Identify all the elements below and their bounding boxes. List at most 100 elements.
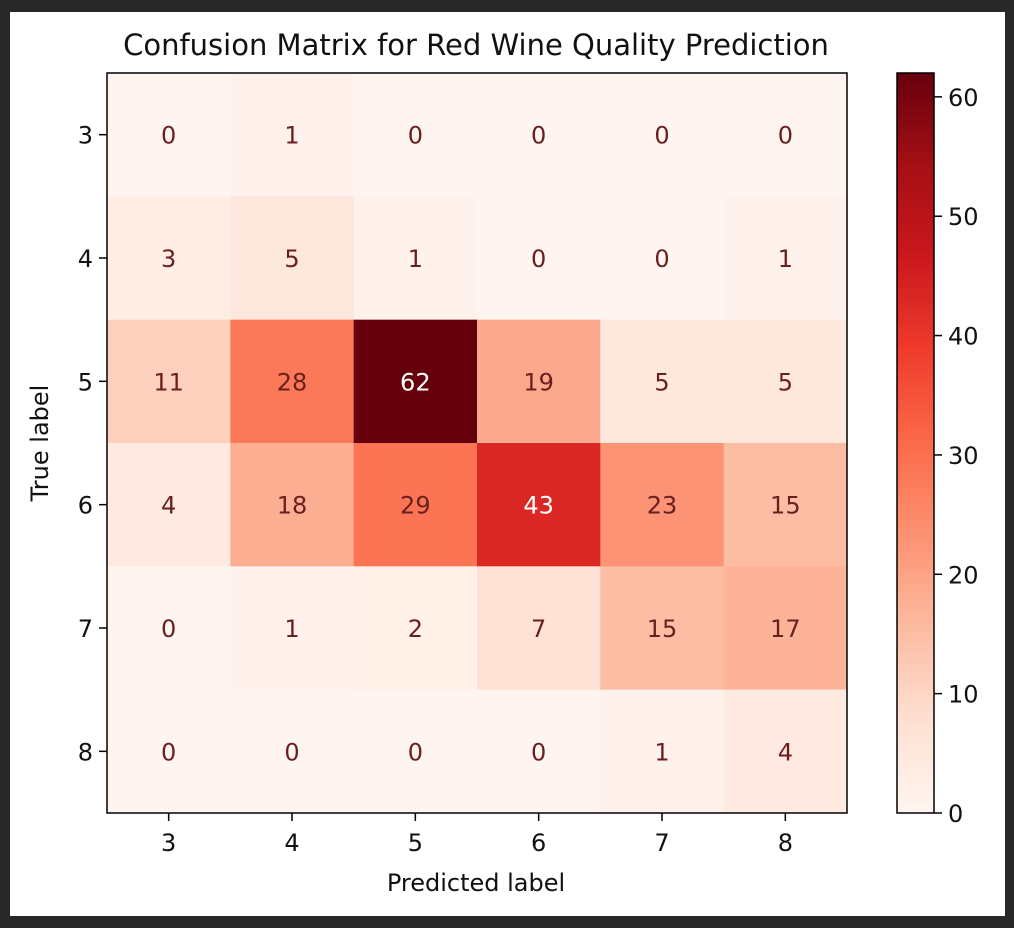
colorbar-tick-label: 30 [948,442,979,470]
heatmap-cell [107,196,231,321]
heatmap-cell [723,319,848,444]
cell-value-label: 5 [654,368,669,396]
colorbar-ticks: 0 10 20 30 40 50 60 [934,84,979,828]
heatmap-cell [107,73,231,197]
x-tick-label: 5 [408,829,423,857]
cell-value-label: 3 [161,245,176,273]
heatmap-cell [230,566,355,691]
cell-value-label: 0 [284,738,299,766]
cell-value-label: 1 [408,245,423,273]
heatmap-cell [353,689,478,814]
x-tick-label: 4 [284,829,299,857]
heatmap-cell [723,566,848,691]
cell-value-label: 0 [531,245,546,273]
cell-value-label: 1 [778,245,793,273]
heatmap-cell [600,443,725,567]
cell-value-label: 1 [284,122,299,150]
heatmap-cell [477,196,601,321]
cell-value-label: 0 [654,122,669,150]
colorbar-tick-label: 10 [948,681,979,709]
heatmap-cell [230,196,355,321]
heatmap-cell [353,73,478,197]
heatmap-cell [107,566,231,691]
cell-value-label: 0 [161,615,176,643]
y-tick-label: 3 [78,122,93,150]
cell-value-label: 18 [277,492,308,520]
colorbar [896,72,935,814]
heatmap-cell [477,319,601,444]
heatmap-cell [723,689,848,814]
heatmap-cell [600,689,725,814]
cell-value-label: 4 [161,492,176,520]
cell-value-label: 0 [161,122,176,150]
heatmap-cell [477,566,601,691]
y-tick-label: 4 [78,245,93,273]
cell-value-label: 11 [153,368,184,396]
heatmap-cell [230,73,355,197]
x-tick-label: 8 [778,829,793,857]
cell-value-label: 17 [770,615,801,643]
cell-value-label: 7 [531,615,546,643]
cell-value-label: 5 [778,368,793,396]
plot-frame [106,72,848,814]
heatmap-cell [353,443,478,567]
heatmap-cell [723,443,848,567]
colorbar-tick-label: 0 [948,800,963,828]
cell-value-label: 0 [531,122,546,150]
heatmap-cell [477,443,601,567]
y-tick-label: 8 [78,738,93,766]
heatmap-cell [230,443,355,567]
colorbar-tick-label: 40 [948,323,979,351]
cell-value-label: 4 [778,738,793,766]
cell-value-label: 1 [654,738,669,766]
heatmap-cell [230,689,355,814]
cell-value-label: 62 [400,368,431,396]
x-tick-label: 7 [654,829,669,857]
heatmap-cell [353,566,478,691]
cell-value-label: 2 [408,615,423,643]
heatmap-cell [723,73,848,197]
cell-value-label: 19 [523,368,554,396]
cell-value-label: 0 [531,738,546,766]
y-tick-label: 6 [78,492,93,520]
y-tick-label: 5 [78,368,93,396]
heatmap-cell [477,689,601,814]
cell-value-label: 15 [770,492,801,520]
heatmap-cell [600,73,725,197]
heatmap-cell [107,319,231,444]
colorbar-tick-label: 50 [948,203,979,231]
heatmap-cell [353,196,478,321]
heatmap-cell [723,196,848,321]
x-axis-label: Predicted label [387,869,565,897]
cell-value-label: 0 [408,738,423,766]
cell-value-label: 23 [647,492,678,520]
y-tick-label: 7 [78,615,93,643]
heatmap-cell [230,319,355,444]
chart-title: Confusion Matrix for Red Wine Quality Pr… [123,28,829,62]
heatmap-cell [353,319,478,444]
heatmap-cell [600,566,725,691]
x-axis-ticks: 3 4 5 6 7 8 [161,813,793,857]
cell-value-label: 5 [284,245,299,273]
cell-value-label: 0 [408,122,423,150]
cell-value-label: 28 [277,368,308,396]
cell-value-labels: 0 1 0 0 0 03 5 1 0 0 111 28 62 19 5 54 18 29 43 23 150 1 2 7 15 1… [153,122,800,767]
heatmap-cell [600,196,725,321]
colorbar-tick-label: 20 [948,561,979,589]
cell-value-label: 0 [161,738,176,766]
heatmap-cell [477,73,601,197]
x-tick-label: 3 [161,829,176,857]
heatmap-cell [107,689,231,814]
y-axis-label: True label [26,385,54,503]
y-axis-ticks: 3 4 5 6 7 8 [78,122,107,766]
x-tick-label: 6 [531,829,546,857]
heatmap-cell [107,443,231,567]
heatmap-cells [107,73,848,814]
cell-value-label: 0 [654,245,669,273]
cell-value-label: 43 [523,492,554,520]
colorbar-tick-label: 60 [948,84,979,112]
cell-value-label: 0 [778,122,793,150]
heatmap-cell [600,319,725,444]
cell-value-label: 15 [647,615,678,643]
